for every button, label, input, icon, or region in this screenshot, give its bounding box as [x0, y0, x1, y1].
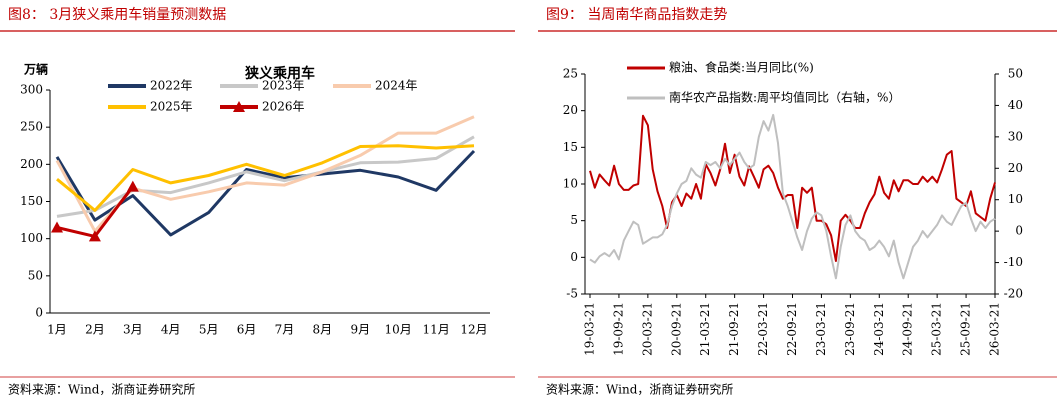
x-tick-label: 24-09-21 [901, 302, 915, 356]
x-tick-label: 2月 [85, 323, 105, 337]
series-line [55, 149, 476, 237]
x-tick-label: 1月 [47, 323, 67, 337]
series-line [589, 113, 996, 280]
y-tick-label: 50 [28, 268, 43, 282]
y-tick-label: 15 [563, 140, 578, 154]
x-tick-label: 12月 [460, 323, 487, 337]
figure-title: 图9： 当周南华商品指数走势 [546, 7, 727, 23]
y-tick-label: 250 [20, 120, 43, 134]
x-tick-label: 22-03-21 [756, 302, 770, 356]
y-tick-label: 25 [563, 67, 578, 81]
x-tick-label: 24-03-21 [872, 302, 886, 356]
legend-label: 2022年 [150, 79, 193, 93]
chart-title: 狭义乘用车 [244, 65, 315, 82]
legend-label: 2024年 [375, 79, 418, 93]
legend-label: 2023年 [262, 79, 305, 93]
series-line [589, 114, 996, 262]
x-tick-label: 5月 [199, 323, 219, 337]
y2-tick-label: 50 [1008, 67, 1023, 81]
y-axis-label: 万辆 [23, 62, 48, 77]
series-marker [51, 221, 63, 233]
x-tick-label: 23-09-21 [843, 302, 857, 356]
y-tick-label: 10 [563, 177, 578, 191]
source-note: 资料来源：Wind，浙商证券研究所 [8, 382, 195, 397]
y-tick-label: -5 [566, 287, 578, 301]
x-tick-label: 19-03-21 [583, 302, 597, 356]
x-tick-label: 21-09-21 [727, 302, 741, 356]
x-tick-label: 10月 [385, 323, 412, 337]
x-tick-label: 8月 [313, 323, 333, 337]
x-tick-label: 21-03-21 [698, 302, 712, 356]
x-tick-label: 25-03-21 [930, 302, 944, 356]
y-tick-label: 0 [35, 306, 43, 320]
x-tick-label: 20-09-21 [669, 302, 683, 356]
series-line [56, 144, 475, 212]
legend-label: 粮油、食品类:当月同比(%) [669, 60, 814, 75]
x-tick-label: 23-03-21 [814, 302, 828, 356]
y2-tick-label: 0 [1015, 224, 1023, 238]
y-tick-label: 20 [563, 103, 578, 117]
x-tick-label: 3月 [123, 323, 143, 337]
y-tick-label: 0 [570, 250, 578, 264]
series-marker [88, 230, 101, 242]
x-tick-label: 9月 [350, 323, 370, 337]
x-tick-label: 11月 [422, 323, 449, 337]
y2-tick-label: -10 [1004, 255, 1023, 269]
y2-tick-label: 10 [1008, 192, 1023, 206]
y-tick-label: 100 [20, 231, 43, 245]
y-tick-label: 200 [20, 157, 43, 171]
x-tick-label: 22-09-21 [785, 302, 799, 356]
x-tick-label: 19-09-21 [611, 302, 625, 356]
legend-marker [233, 101, 245, 112]
x-tick-label: 26-03-21 [988, 302, 1002, 356]
y-tick-label: 5 [570, 213, 578, 227]
y2-tick-label: 40 [1008, 98, 1023, 112]
series-marker [126, 180, 139, 192]
x-tick-label: 6月 [237, 323, 257, 337]
y-tick-label: 150 [20, 194, 43, 208]
legend-label: 2026年 [262, 100, 305, 114]
y-tick-label: 300 [20, 83, 43, 97]
figure-title: 图8： 3月狭义乘用车销量预测数据 [8, 6, 226, 23]
legend-label: 南华农产品指数:周平均值同比（右轴，%） [669, 90, 900, 105]
y2-tick-label: -20 [1004, 287, 1023, 301]
y2-tick-label: 20 [1008, 161, 1023, 175]
x-tick-label: 4月 [161, 323, 181, 337]
source-note: 资料来源：Wind，浙商证券研究所 [546, 382, 733, 397]
y2-tick-label: 30 [1008, 129, 1023, 143]
legend-label: 2025年 [150, 100, 193, 114]
x-tick-label: 7月 [275, 323, 295, 337]
x-tick-label: 25-09-21 [959, 302, 973, 356]
x-tick-label: 20-03-21 [640, 302, 654, 356]
